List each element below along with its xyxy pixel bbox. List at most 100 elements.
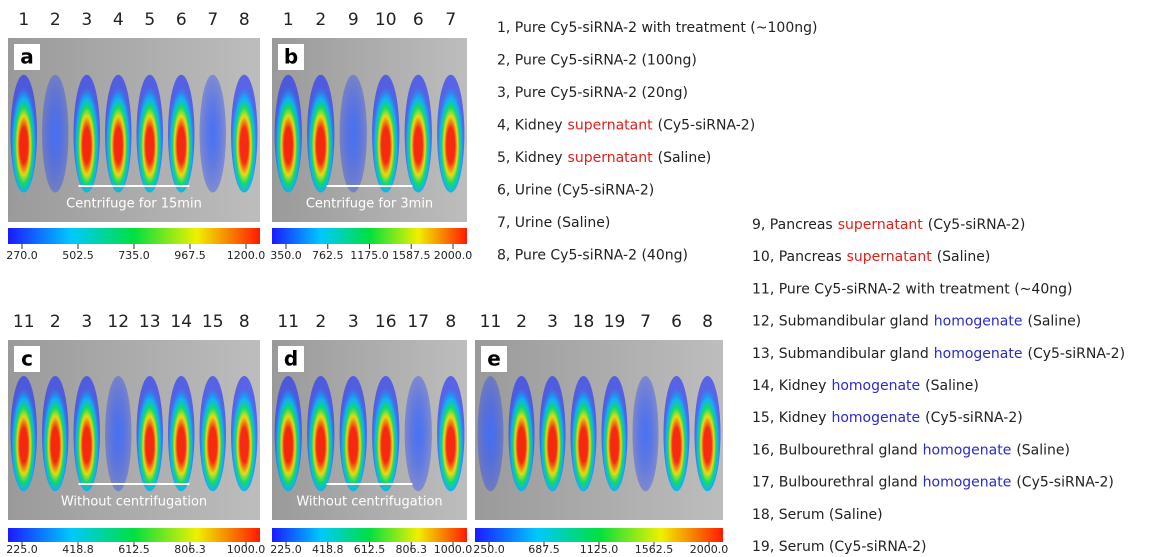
colorbar-label: 1587.5	[392, 249, 431, 262]
lane-label: 19	[604, 312, 626, 332]
lane-label: 7	[207, 10, 218, 30]
lane-label: 11	[277, 312, 299, 332]
legend-text: 17, Bulbourethral gland	[752, 475, 918, 491]
signal-blob	[663, 376, 689, 491]
legend-text: 10, Pancreas	[752, 249, 842, 265]
colorbar-label: 967.5	[174, 249, 206, 262]
lane-label: 8	[239, 312, 250, 332]
signal-blob	[307, 376, 334, 491]
signal-blob	[405, 75, 432, 193]
signal-blob	[275, 376, 302, 491]
lane-label: 15	[202, 312, 224, 332]
legend-rest: (Cy5-siRNA-2)	[658, 118, 756, 134]
legend-keyword: homogenate	[934, 314, 1023, 330]
colorbar-label: 270.0	[6, 249, 38, 262]
lane-label: 13	[139, 312, 161, 332]
signal-blob	[340, 75, 367, 193]
legend-text: 15, Kidney	[752, 410, 826, 426]
lane-label: 2	[315, 312, 326, 332]
legend-keyword: homogenate	[923, 475, 1012, 491]
lane-label: 2	[50, 10, 61, 30]
legend-keyword: homogenate	[831, 410, 920, 426]
lane-label: 2	[50, 312, 61, 332]
colorbar-label: 2000.0	[690, 543, 729, 556]
colorbar-label: 1175.0	[350, 249, 389, 262]
colorbar	[8, 228, 260, 244]
signal-blob	[231, 376, 257, 491]
signal-blob	[137, 75, 163, 193]
signal-blob	[601, 376, 627, 491]
lane-label: 6	[176, 10, 187, 30]
lane-label: 10	[375, 10, 397, 30]
colorbar-label: 1000.0	[434, 543, 473, 556]
signal-blob	[74, 376, 100, 491]
legend-text: 12, Submandibular gland	[752, 314, 929, 330]
signal-blob	[137, 376, 163, 491]
signal-blob	[74, 75, 100, 193]
signal-blob	[168, 75, 194, 193]
signal-blob	[42, 75, 68, 193]
signal-blob	[437, 376, 464, 491]
lane-label: 11	[480, 312, 502, 332]
lane-label: 14	[170, 312, 192, 332]
signal-blob	[11, 376, 37, 491]
lane-label: 3	[348, 312, 359, 332]
legend-keyword: homogenate	[934, 346, 1023, 362]
legend-text: 8, Pure Cy5-siRNA-2 (40ng)	[497, 248, 688, 264]
signal-blob	[405, 376, 432, 491]
legend-text: 3, Pure Cy5-siRNA-2 (20ng)	[497, 85, 688, 101]
colorbar-label: 350.0	[270, 249, 302, 262]
legend-item: 18, Serum (Saline)	[752, 507, 883, 523]
legend-rest: (Cy5-siRNA-2)	[1016, 475, 1114, 491]
lane-label: 17	[407, 312, 429, 332]
signal-blob	[508, 376, 534, 491]
legend-text: 19, Serum (Cy5-siRNA-2)	[752, 539, 927, 555]
signal-blob	[168, 376, 194, 491]
lane-label: 9	[348, 10, 359, 30]
legend-text: 7, Urine (Saline)	[497, 215, 610, 231]
colorbar	[272, 528, 467, 542]
colorbar-label: 1000.0	[227, 543, 266, 556]
colorbar-label: 250.0	[473, 543, 505, 556]
legend-text: 1, Pure Cy5-siRNA-2 with treatment (~100…	[497, 20, 817, 36]
legend-rest: (Cy5-siRNA-2)	[1027, 346, 1125, 362]
legend-text: 2, Pure Cy5-siRNA-2 (100ng)	[497, 53, 697, 69]
legend-item: 1, Pure Cy5-siRNA-2 with treatment (~100…	[497, 20, 817, 36]
legend-item: 11, Pure Cy5-siRNA-2 with treatment (~40…	[752, 281, 1072, 297]
lane-label: 7	[445, 10, 456, 30]
signal-blob	[340, 376, 367, 491]
colorbar-label: 762.5	[312, 249, 344, 262]
figure: 12345678aCentrifuge for 15min270.0502.57…	[0, 0, 1163, 557]
legend-item: 2, Pure Cy5-siRNA-2 (100ng)	[497, 53, 697, 69]
signal-blob	[372, 376, 399, 491]
panel-letter: e	[487, 347, 501, 371]
signal-blob	[11, 75, 37, 193]
caption: Without centrifugation	[296, 495, 442, 510]
lane-label: 8	[702, 312, 713, 332]
legend-text: 5, Kidney	[497, 150, 563, 166]
panel-letter: b	[284, 45, 298, 69]
legend-text: 16, Bulbourethral gland	[752, 442, 918, 458]
legend-rest: (Cy5-siRNA-2)	[925, 410, 1023, 426]
legend-item: 8, Pure Cy5-siRNA-2 (40ng)	[497, 248, 688, 264]
panel-letter: a	[20, 45, 34, 69]
caption: Centrifuge for 3min	[306, 197, 433, 212]
legend-item: 19, Serum (Cy5-siRNA-2)	[752, 539, 927, 555]
colorbar-label: 735.0	[118, 249, 150, 262]
legend-keyword: supernatant	[847, 249, 933, 265]
legend-text: 18, Serum (Saline)	[752, 507, 883, 523]
signal-blob	[105, 75, 131, 193]
lane-label: 2	[516, 312, 527, 332]
legend-rest: (Cy5-siRNA-2)	[928, 217, 1026, 233]
colorbar-label: 1125.0	[580, 543, 619, 556]
legend-item: 3, Pure Cy5-siRNA-2 (20ng)	[497, 85, 688, 101]
lane-label: 3	[547, 312, 558, 332]
colorbar-label: 687.5	[528, 543, 560, 556]
colorbar-label: 2000.0	[434, 249, 473, 262]
legend-rest: (Saline)	[925, 378, 979, 394]
panel-letter: d	[284, 347, 298, 371]
colorbar-label: 612.5	[354, 543, 386, 556]
